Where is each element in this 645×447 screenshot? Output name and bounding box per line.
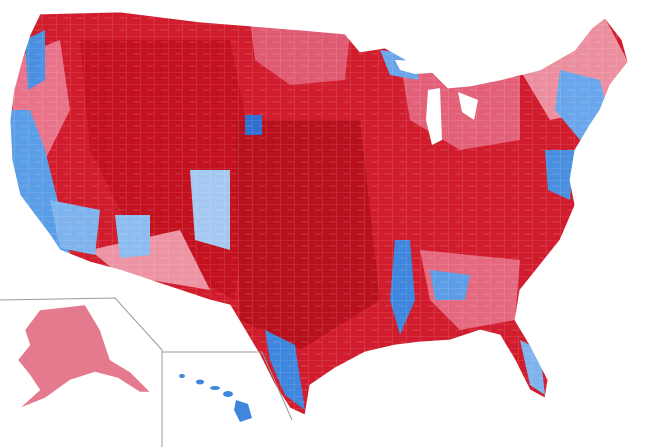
hawaii (179, 374, 252, 422)
inset-border (0, 297, 163, 447)
lake (458, 92, 478, 120)
island (234, 400, 252, 422)
us-outline (9, 11, 629, 416)
lake (426, 88, 442, 145)
island (196, 379, 204, 385)
inset-border (162, 351, 293, 421)
alaska (17, 304, 151, 409)
island (210, 386, 220, 390)
island (179, 374, 185, 378)
lake (395, 60, 445, 74)
island (223, 391, 233, 397)
